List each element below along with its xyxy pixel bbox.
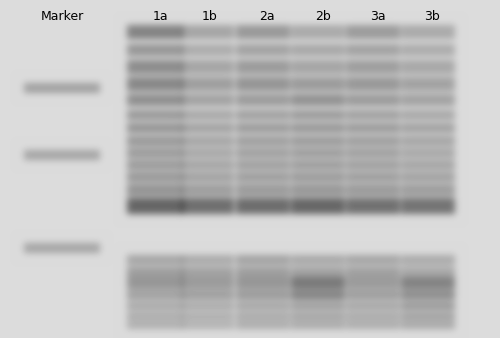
- Text: 3b: 3b: [424, 10, 440, 23]
- Text: 2b: 2b: [315, 10, 331, 23]
- Text: 1a: 1a: [152, 10, 168, 23]
- Text: 3a: 3a: [370, 10, 386, 23]
- Text: 1b: 1b: [202, 10, 218, 23]
- Text: Marker: Marker: [40, 10, 84, 23]
- Text: 2a: 2a: [259, 10, 275, 23]
